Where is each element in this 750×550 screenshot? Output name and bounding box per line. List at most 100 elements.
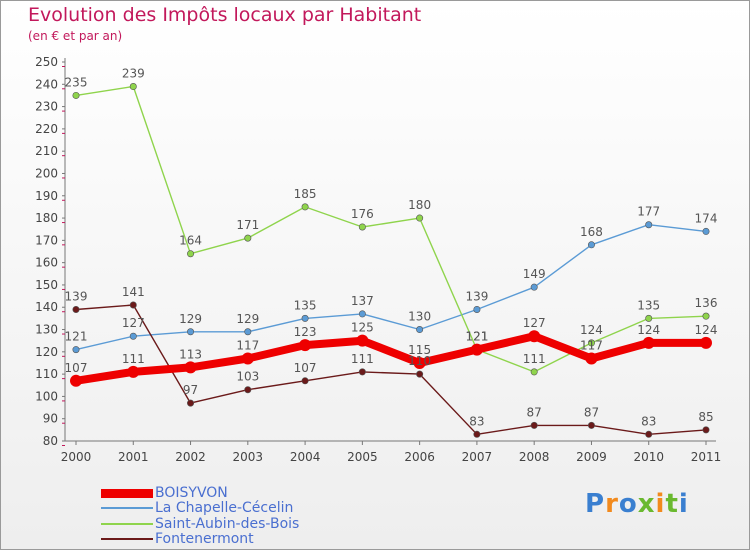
y-tick-label: 180	[35, 211, 58, 225]
data-label-3: 141	[122, 285, 145, 299]
data-label-3: 111	[351, 352, 374, 366]
data-point-2	[301, 203, 309, 211]
data-label-2: 239	[122, 67, 145, 81]
data-point-2	[702, 312, 710, 320]
data-label-0: 124	[695, 323, 718, 337]
data-label-0: 125	[351, 321, 374, 335]
x-tick-label: 2006	[404, 450, 435, 464]
data-label-3: 87	[584, 405, 599, 419]
logo-letter: o	[618, 489, 638, 519]
data-point-3	[530, 421, 538, 429]
y-tick-label: 170	[35, 233, 58, 247]
y-tick-label: 250	[35, 55, 58, 69]
x-tick-label: 2010	[633, 450, 664, 464]
data-label-0: 123	[294, 325, 317, 339]
y-tick-label: 130	[35, 323, 58, 337]
data-point-1	[187, 328, 195, 336]
logo-letter: P	[585, 489, 606, 519]
y-tick-label: 90	[43, 412, 58, 426]
data-label-1: 174	[695, 211, 718, 225]
data-point-3	[358, 368, 366, 376]
data-point-3	[301, 377, 309, 385]
data-label-1: 137	[351, 294, 374, 308]
data-point-0	[585, 352, 598, 365]
x-tick-label: 2007	[462, 450, 493, 464]
data-point-1	[301, 314, 309, 322]
data-point-2	[129, 83, 137, 91]
y-tick-label: 100	[35, 389, 58, 403]
data-point-0	[700, 336, 712, 349]
y-tick-label: 190	[35, 189, 58, 203]
series-line-2	[75, 85, 707, 373]
data-label-1: 129	[236, 312, 259, 326]
legend-swatch	[101, 488, 153, 498]
data-point-3	[473, 430, 481, 438]
legend-label: Fontenermont	[155, 531, 254, 547]
series-line-0	[72, 332, 710, 385]
data-label-0: 124	[637, 323, 660, 337]
data-point-3	[587, 421, 595, 429]
data-point-0	[184, 361, 197, 374]
data-point-3	[129, 301, 137, 309]
data-point-2	[645, 314, 653, 322]
x-tick-label: 2001	[118, 450, 149, 464]
data-label-2: 111	[523, 352, 546, 366]
data-label-1: 121	[65, 330, 88, 344]
y-tick-label: 210	[35, 144, 58, 158]
data-label-0: 107	[65, 361, 88, 375]
data-label-0: 111	[122, 352, 145, 366]
data-point-3	[187, 399, 195, 407]
data-point-2	[530, 368, 538, 376]
y-tick-label: 120	[35, 345, 58, 359]
data-point-2	[416, 214, 424, 222]
logo-letter: t	[665, 489, 679, 519]
x-tick-label: 2000	[61, 450, 92, 464]
series-line-1	[75, 223, 707, 351]
data-label-1: 168	[580, 225, 603, 239]
legend-label: BOISYVON	[155, 485, 228, 501]
legend-label: La Chapelle-Cécelin	[155, 500, 294, 516]
logo-letter: x	[637, 489, 656, 519]
data-label-1: 139	[465, 289, 488, 303]
data-label-2: 121	[465, 330, 488, 344]
data-label-2: 180	[408, 198, 431, 212]
data-point-0	[642, 336, 655, 349]
data-point-0	[528, 330, 541, 343]
data-label-1: 177	[637, 205, 660, 219]
x-tick-label: 2002	[175, 450, 206, 464]
data-label-3: 87	[527, 405, 542, 419]
data-point-0	[413, 356, 426, 369]
data-point-0	[127, 365, 140, 378]
data-label-1: 135	[294, 298, 317, 312]
data-label-3: 83	[641, 414, 656, 428]
data-label-0: 113	[179, 347, 202, 361]
y-tick-label: 200	[35, 166, 58, 180]
data-point-2	[358, 223, 366, 231]
logo-letter: i	[655, 489, 666, 519]
data-label-1: 129	[179, 312, 202, 326]
data-point-2	[244, 234, 252, 242]
data-label-3: 110	[408, 354, 431, 368]
data-label-0: 115	[408, 343, 431, 357]
data-point-3	[244, 386, 252, 394]
legend-swatch	[101, 538, 153, 540]
data-point-3	[416, 370, 424, 378]
data-label-0: 117	[236, 339, 259, 353]
data-point-0	[356, 334, 369, 347]
y-tick-label: 240	[35, 77, 58, 91]
x-tick-label: 2004	[290, 450, 321, 464]
data-label-1: 149	[523, 267, 546, 281]
data-label-0: 117	[580, 339, 603, 353]
x-tick-label: 2005	[347, 450, 378, 464]
proxiti-logo: Proxiti	[585, 489, 689, 519]
data-label-3: 97	[183, 383, 198, 397]
data-label-0: 127	[523, 316, 546, 330]
data-point-2	[187, 250, 195, 258]
data-label-2: 135	[637, 298, 660, 312]
data-point-3	[72, 305, 80, 313]
x-tick-label: 2008	[519, 450, 550, 464]
data-label-0: 121	[465, 330, 488, 344]
legend-swatch	[101, 523, 153, 525]
